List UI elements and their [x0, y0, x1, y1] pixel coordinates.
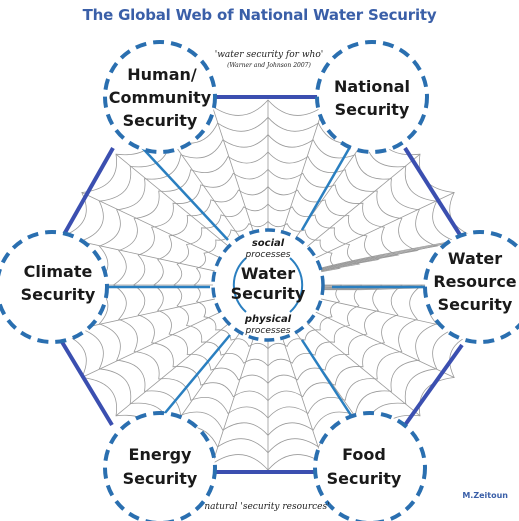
center-physical-processes-label: processes	[244, 326, 290, 336]
spoke-national	[300, 139, 356, 231]
web-radial-thread	[115, 320, 233, 417]
node-energy-line2: Security	[123, 469, 198, 488]
web-radial-thread	[311, 192, 455, 261]
web-radial-thread	[303, 320, 421, 417]
node-human-line1: Human/	[127, 65, 197, 84]
web-radial-thread	[81, 192, 225, 261]
center-social-processes-label: processes	[244, 250, 290, 260]
author-credit: M.Zeitoun	[462, 491, 508, 500]
hexagon-edges	[60, 95, 464, 474]
node-energy-circle	[103, 411, 217, 521]
node-food-security: Food Security	[313, 411, 427, 521]
spoke-food	[300, 339, 356, 421]
web-radial-thread	[280, 333, 325, 464]
web-radial-thread	[303, 153, 421, 250]
node-food-line1: Food	[342, 445, 386, 464]
web-radial-thread	[211, 333, 256, 464]
center-node: social processes Water Security physical…	[211, 228, 325, 342]
center-dashed-circle	[211, 228, 325, 342]
web-ring-thread	[173, 203, 363, 367]
node-water-resource-line1: Water	[448, 249, 502, 268]
node-climate-circle	[0, 230, 109, 344]
diagram-title: The Global Web of National Water Securit…	[82, 6, 437, 24]
center-cycle-arrow-right	[289, 257, 304, 313]
node-energy-line1: Energy	[129, 445, 193, 464]
node-human-line2: Community	[109, 88, 212, 107]
web-radial-thread	[311, 309, 455, 378]
spoke-energy	[154, 334, 231, 426]
center-water-label: Water	[241, 264, 295, 283]
edge-water-resource-food	[403, 343, 464, 427]
top-note-line2: (Warner and Johnson 2007)	[227, 62, 311, 69]
spokes	[100, 139, 434, 426]
edge-energy-climate	[60, 340, 114, 427]
node-food-line2: Security	[327, 469, 402, 488]
node-national-line1: National	[334, 77, 410, 96]
web-ring-thread	[92, 134, 443, 436]
node-human-circle	[103, 40, 217, 154]
bottom-note: natural 'security resources'	[204, 502, 329, 512]
center-physical-label: physical	[244, 314, 292, 325]
spoke-human	[134, 139, 229, 241]
node-national-security: National Security	[315, 40, 429, 154]
node-human-community-security: Human/ Community Security	[103, 40, 217, 154]
node-water-resource-line3: Security	[438, 295, 513, 314]
web-radial-thread	[211, 106, 256, 237]
node-water-resource-circle	[423, 230, 519, 344]
node-national-circle	[315, 40, 429, 154]
node-climate-line1: Climate	[24, 262, 93, 281]
node-water-resource-line2: Resource	[433, 272, 516, 291]
edge-national-water-resource	[403, 146, 464, 240]
node-climate-security: Climate Security	[0, 230, 109, 344]
node-national-line2: Security	[335, 100, 410, 119]
web-radial-thread	[81, 309, 225, 378]
edge-climate-human	[60, 147, 115, 239]
node-water-resource-security: Water Resource Security	[423, 230, 519, 344]
node-energy-security: Energy Security	[103, 411, 217, 521]
center-cycle-arrow-left	[232, 257, 247, 313]
web-radial-thread	[280, 106, 325, 237]
node-food-circle	[313, 411, 427, 521]
center-security-label: Security	[231, 284, 306, 303]
top-note-line1: 'water security for who'	[215, 50, 323, 60]
web-ring-thread	[193, 220, 343, 350]
node-climate-line2: Security	[21, 285, 96, 304]
center-social-label: social	[252, 238, 285, 249]
web-radial-thread	[115, 153, 233, 250]
node-human-line3: Security	[123, 111, 198, 130]
